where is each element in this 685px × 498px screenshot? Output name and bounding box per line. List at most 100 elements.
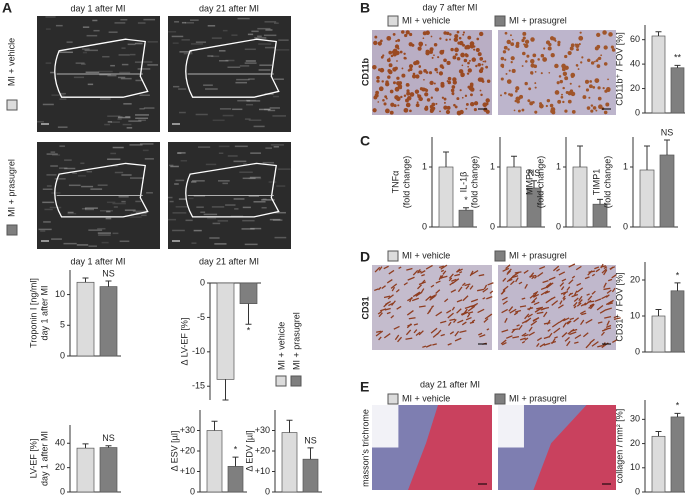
stain [447, 312, 454, 319]
stain [441, 66, 445, 69]
speckle [141, 214, 147, 217]
stain [532, 38, 535, 41]
stain [461, 321, 467, 326]
speckle [135, 79, 143, 82]
stain [524, 81, 528, 86]
stain [373, 40, 378, 46]
stain [469, 304, 477, 308]
speckle [110, 152, 117, 155]
stain [478, 68, 484, 74]
stain [433, 54, 435, 57]
stain [558, 75, 562, 78]
legend-swatch [387, 15, 399, 27]
stain [558, 318, 566, 324]
y-tick-label: 40 [630, 58, 640, 68]
speckle [50, 71, 55, 74]
stain [552, 265, 560, 272]
stain [443, 101, 446, 104]
stain [442, 270, 447, 275]
stain [603, 269, 608, 276]
stain [559, 300, 563, 305]
stain [607, 78, 609, 81]
speckle [76, 244, 89, 246]
speckle [195, 113, 208, 116]
stain [380, 39, 383, 43]
speckle [253, 201, 266, 203]
stain [605, 102, 610, 107]
speckle [222, 29, 228, 32]
stain [521, 340, 526, 344]
speckle [250, 227, 262, 230]
stain [554, 336, 558, 339]
stain [548, 332, 553, 338]
stain [430, 35, 433, 38]
stain [390, 102, 395, 107]
speckle [84, 49, 98, 52]
stain [438, 265, 445, 269]
y-axis-label: CD31⁺ / FOV [%] [614, 272, 624, 341]
speckle [84, 207, 98, 209]
stain [464, 45, 468, 48]
speckle [142, 149, 149, 152]
speckle [119, 240, 130, 243]
stain [469, 101, 475, 107]
stain [418, 281, 426, 286]
stain [385, 108, 390, 114]
stain [457, 41, 461, 45]
stain [456, 268, 461, 273]
stain [377, 310, 383, 315]
stain-label: CD11b [360, 57, 370, 86]
stain [404, 33, 408, 38]
stain [506, 79, 512, 84]
speckle [90, 188, 103, 190]
y-tick-label: -10 [192, 346, 205, 356]
speckle [135, 200, 141, 203]
stain [440, 81, 445, 86]
stain [524, 283, 528, 289]
stain [404, 57, 407, 60]
speckle [112, 146, 124, 149]
speckle [100, 210, 113, 212]
stain [389, 110, 394, 115]
stain [429, 294, 436, 299]
stain [466, 313, 471, 318]
stain [406, 267, 413, 271]
error-bar [307, 447, 314, 460]
speckle [50, 151, 56, 153]
stain [431, 56, 434, 59]
speckle [97, 227, 106, 230]
speckle [146, 192, 153, 194]
speckle [211, 55, 220, 58]
speckle [234, 208, 239, 210]
speckle [193, 229, 202, 232]
stain [395, 40, 398, 43]
stain [517, 109, 521, 113]
stain [374, 35, 378, 39]
speckle [219, 60, 229, 62]
speckle [188, 197, 194, 200]
stain [529, 272, 535, 278]
stain [606, 87, 611, 93]
stain [549, 103, 554, 108]
stain [502, 277, 507, 282]
y-axis-label: (fold change) [401, 156, 411, 209]
speckle [172, 42, 179, 44]
speckle [121, 63, 129, 66]
stain [576, 287, 584, 293]
stain [542, 57, 548, 62]
stain [378, 336, 382, 341]
stain [578, 299, 583, 304]
stain [386, 279, 393, 284]
speckle [269, 107, 280, 109]
stain [566, 320, 572, 325]
speckle [144, 158, 154, 160]
stain [429, 50, 433, 54]
speckle [268, 181, 277, 183]
speckle [98, 234, 111, 236]
stain [613, 317, 621, 320]
y-tick-label: 0 [422, 221, 427, 231]
speckle [272, 115, 286, 117]
speckle [107, 121, 112, 123]
stain [477, 308, 485, 314]
stain [423, 79, 425, 81]
